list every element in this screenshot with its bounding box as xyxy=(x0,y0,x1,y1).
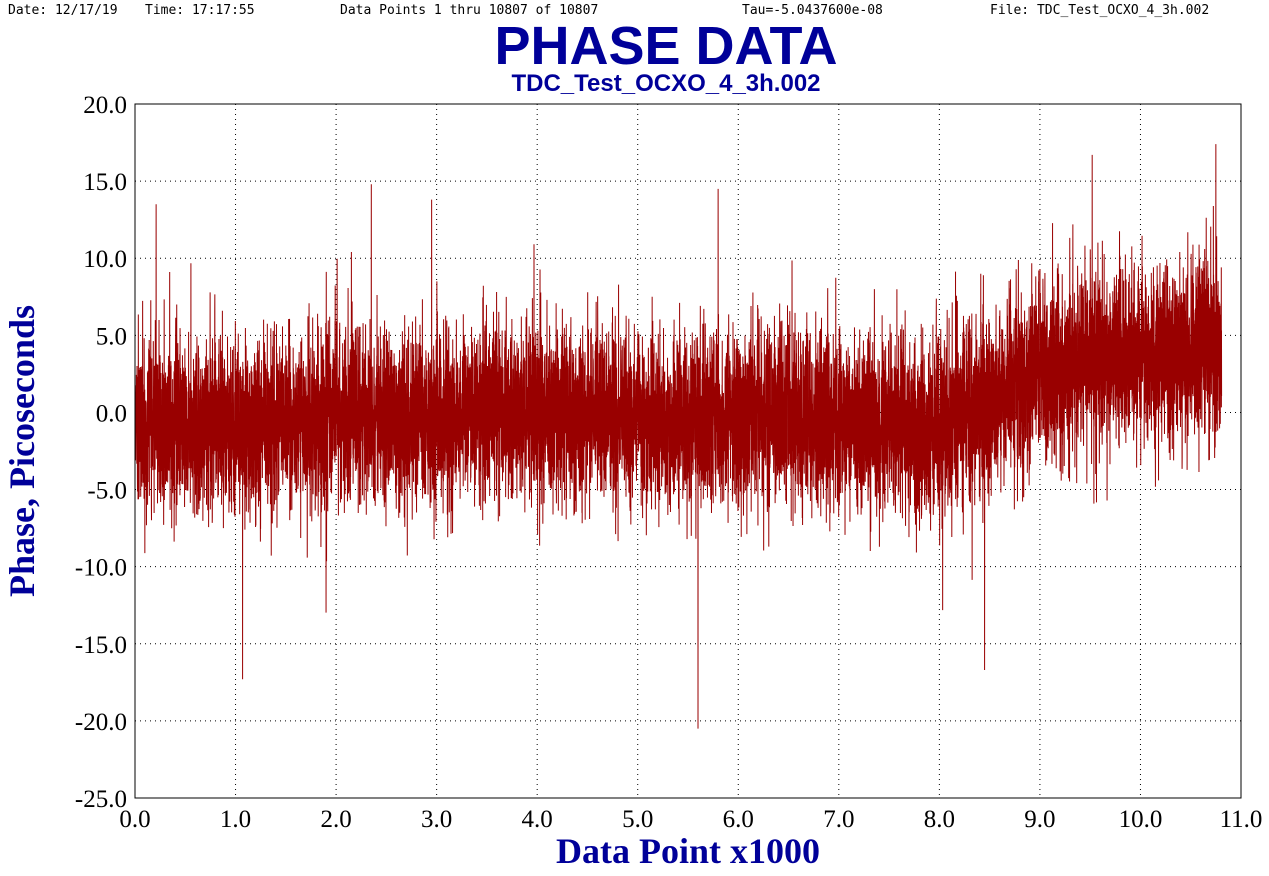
x-tick-label: 8.0 xyxy=(924,806,955,833)
header-time: Time: 17:17:55 xyxy=(145,3,255,18)
x-tick-label: 6.0 xyxy=(723,806,754,833)
x-axis-label: Data Point x1000 xyxy=(556,831,820,871)
y-tick-label: 0.0 xyxy=(96,400,127,427)
y-tick-label: 15.0 xyxy=(83,169,127,196)
y-tick-label: -20.0 xyxy=(75,709,127,736)
y-tick-label: 5.0 xyxy=(96,323,127,350)
x-tick-label: 5.0 xyxy=(622,806,653,833)
x-tick-label: 7.0 xyxy=(823,806,854,833)
x-tick-label: 9.0 xyxy=(1024,806,1055,833)
header-tau: Tau=-5.0437600e-08 xyxy=(742,3,883,18)
x-tick-label: 2.0 xyxy=(320,806,351,833)
x-tick-label: 0.0 xyxy=(119,806,150,833)
y-tick-label: -25.0 xyxy=(75,786,127,813)
plot-frame xyxy=(134,103,1242,799)
x-tick-label: 11.0 xyxy=(1220,806,1263,833)
y-tick-label: 20.0 xyxy=(83,92,127,119)
grid-lines xyxy=(135,104,1241,798)
x-tick-labels: 0.0 1.0 2.0 3.0 4.0 5.0 6.0 7.0 8.0 9.0 10.0 11.0 xyxy=(119,806,1262,833)
x-tick-label: 1.0 xyxy=(220,806,251,833)
y-tick-label: -5.0 xyxy=(87,478,127,505)
x-tick-label: 4.0 xyxy=(522,806,553,833)
y-tick-label: 10.0 xyxy=(83,246,127,273)
phase-series xyxy=(134,144,1223,729)
y-axis-label: Phase, Picoseconds xyxy=(2,305,42,597)
y-tick-label: -10.0 xyxy=(75,555,127,582)
header-data-points: Data Points 1 thru 10807 of 10807 xyxy=(340,3,598,18)
chart-title: PHASE DATA xyxy=(494,16,837,76)
header-file: File: TDC_Test_OCXO_4_3h.002 xyxy=(990,3,1209,18)
phase-series-line xyxy=(134,144,1223,729)
x-tick-label: 3.0 xyxy=(421,806,452,833)
x-tick-label: 10.0 xyxy=(1119,806,1163,833)
header-date: Date: 12/17/19 xyxy=(8,3,118,18)
chart-subtitle: TDC_Test_OCXO_4_3h.002 xyxy=(511,70,820,97)
y-tick-label: -15.0 xyxy=(75,632,127,659)
y-tick-labels: 20.0 15.0 10.0 5.0 0.0 -5.0 -10.0 -15.0 -20.0 -25… xyxy=(75,92,127,813)
